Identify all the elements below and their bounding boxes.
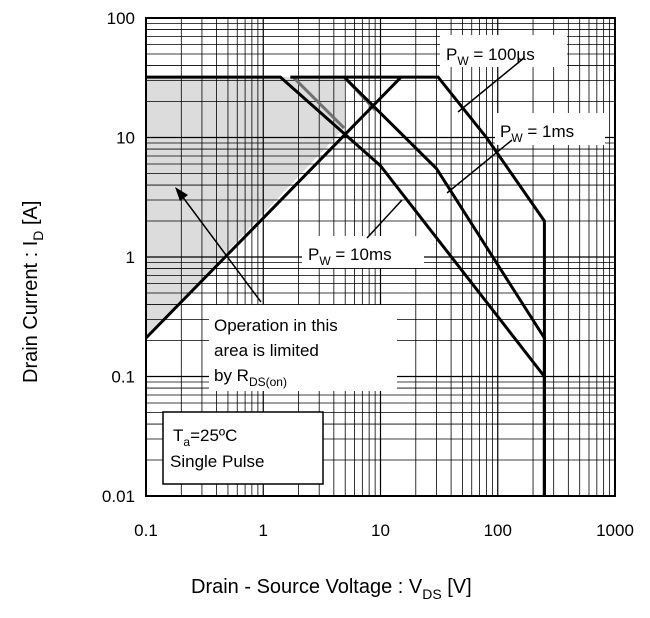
plot-frame — [145, 17, 616, 497]
label-1ms: PW = 1ms — [500, 122, 574, 145]
x-axis-title: Drain - Source Voltage : VDS [V] — [191, 576, 472, 602]
label-10ms: PW = 10ms — [308, 245, 392, 268]
operation-area-arrow — [178, 191, 262, 303]
series-group — [144, 75, 546, 496]
y-tick-label: 10 — [116, 129, 135, 148]
y-axis-title: Drain Current : ID [A] — [20, 201, 46, 383]
leader-line-10ms — [366, 199, 403, 239]
operation-note-line3: by RDS(on) — [214, 366, 287, 389]
conditions-box — [162, 411, 324, 485]
operation-note-line1: Operation in this — [214, 316, 338, 335]
conditions-pulse: Single Pulse — [170, 452, 265, 471]
operation-note-line2: area is limited — [214, 341, 319, 360]
limit-edge-line-0 — [292, 76, 346, 130]
arrow-head-icon — [175, 187, 188, 201]
conditions-temperature: Ta=25ºC — [173, 426, 237, 449]
leader-line-1ms — [446, 139, 513, 194]
x-tick-label: 10 — [371, 521, 390, 540]
y-tick-label: 0.01 — [102, 487, 135, 506]
label-10ms-background — [302, 236, 424, 268]
operation-note-background — [209, 305, 397, 391]
tick-labels-group: 0.1 1 10 100 1000 0.01 0.1 1 10 100 — [102, 9, 634, 540]
label-1ms-background — [495, 113, 605, 145]
x-tick-label: 0.1 — [134, 521, 158, 540]
x-tick-label: 1 — [259, 521, 268, 540]
y-tick-label: 1 — [126, 248, 135, 267]
series-line-2 — [144, 76, 403, 340]
series-line-0 — [290, 75, 546, 496]
label-100us-background — [440, 35, 567, 67]
leader-line-100us — [457, 57, 525, 113]
y-tick-label: 100 — [107, 9, 135, 28]
label-100us: PW = 100µs — [446, 45, 535, 68]
y-tick-label: 0.1 — [111, 368, 135, 387]
x-tick-label: 1000 — [596, 521, 634, 540]
series-line-3 — [146, 75, 546, 496]
x-tick-label: 100 — [484, 521, 512, 540]
